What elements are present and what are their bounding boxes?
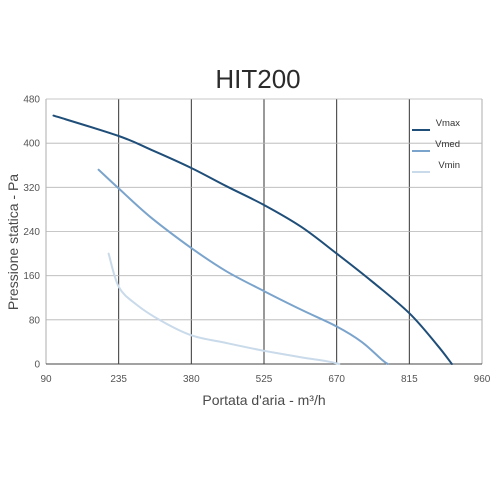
series-line-vmin — [107, 252, 341, 365]
x-tick-label: 670 — [328, 374, 345, 385]
x-tick-label: 90 — [40, 374, 52, 385]
legend-label-vmin: Vmin — [438, 160, 460, 171]
y-axis-ticks: 0 80 160 240 320 400 480 — [23, 95, 40, 371]
x-tick-label: 235 — [110, 374, 127, 385]
y-tick-label: 400 — [23, 139, 40, 150]
y-tick-label: 80 — [29, 315, 41, 326]
legend-label-vmax: Vmax — [436, 118, 461, 129]
x-tick-label: 380 — [183, 374, 200, 385]
series-layer — [52, 114, 453, 365]
series-line-vmed — [97, 168, 389, 365]
legend-label-vmed: Vmed — [435, 139, 460, 150]
x-axis-ticks: 90 235 380 525 670 815 960 — [40, 374, 490, 385]
x-tick-label: 525 — [256, 374, 273, 385]
y-tick-label: 320 — [23, 183, 40, 194]
chart-title: HIT200 — [215, 64, 300, 94]
y-tick-label: 240 — [23, 227, 40, 238]
x-axis-label: Portata d'aria - m³/h — [202, 392, 325, 408]
x-tick-label: 815 — [401, 374, 418, 385]
series-line-vmax — [52, 114, 453, 365]
x-tick-label: 960 — [474, 374, 491, 385]
y-axis-label: Pressione statica - Pa — [5, 174, 21, 310]
y-tick-label: 160 — [23, 271, 40, 282]
legend: Vmax Vmed Vmin — [412, 118, 461, 173]
grid — [45, 98, 483, 365]
y-tick-label: 0 — [34, 360, 40, 371]
y-tick-label: 480 — [23, 95, 40, 106]
